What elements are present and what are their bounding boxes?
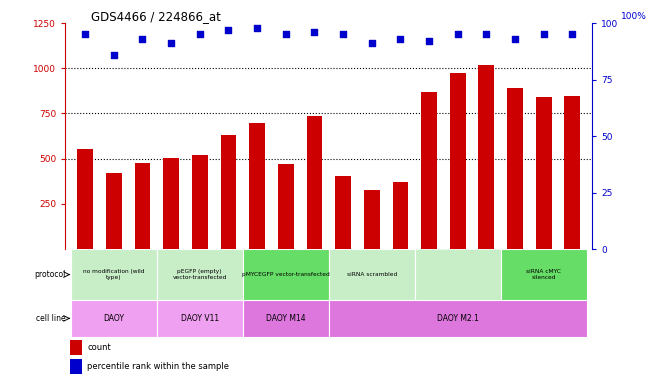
- Bar: [278, 164, 294, 249]
- Point: [80, 31, 90, 37]
- Text: pEGFP (empty)
vector-transfected: pEGFP (empty) vector-transfected: [173, 269, 227, 280]
- Point: [338, 31, 348, 37]
- Point: [538, 31, 549, 37]
- Bar: [307, 116, 322, 249]
- Point: [109, 51, 119, 58]
- Text: DAOY M14: DAOY M14: [266, 314, 305, 323]
- Point: [166, 40, 176, 46]
- Bar: [335, 176, 351, 249]
- Bar: [421, 92, 437, 249]
- Point: [137, 36, 148, 42]
- Bar: [70, 339, 82, 354]
- Point: [252, 25, 262, 31]
- Text: protocol: protocol: [35, 270, 66, 279]
- Bar: [329, 249, 415, 300]
- Text: DAOY: DAOY: [104, 314, 124, 323]
- Bar: [478, 65, 494, 249]
- Bar: [192, 155, 208, 249]
- Bar: [507, 88, 523, 249]
- Text: no modification (wild
type): no modification (wild type): [83, 269, 145, 280]
- Bar: [501, 249, 587, 300]
- Text: count: count: [87, 343, 111, 351]
- Bar: [157, 249, 243, 300]
- Bar: [536, 97, 551, 249]
- Text: GDS4466 / 224866_at: GDS4466 / 224866_at: [91, 10, 221, 23]
- Bar: [243, 300, 329, 337]
- Text: 100%: 100%: [622, 12, 647, 21]
- Text: DAOY V11: DAOY V11: [181, 314, 219, 323]
- Bar: [157, 300, 243, 337]
- Point: [195, 31, 205, 37]
- Bar: [221, 135, 236, 249]
- Bar: [106, 173, 122, 249]
- Bar: [70, 359, 82, 374]
- Bar: [243, 249, 329, 300]
- Bar: [329, 300, 587, 337]
- Point: [395, 36, 406, 42]
- Point: [424, 38, 434, 44]
- Bar: [364, 190, 380, 249]
- Bar: [393, 182, 408, 249]
- Bar: [77, 149, 93, 249]
- Text: percentile rank within the sample: percentile rank within the sample: [87, 362, 229, 371]
- Text: DAOY M2.1: DAOY M2.1: [437, 314, 478, 323]
- Point: [567, 31, 577, 37]
- Text: cell line: cell line: [36, 314, 66, 323]
- Bar: [71, 300, 157, 337]
- Bar: [564, 96, 580, 249]
- Point: [481, 31, 492, 37]
- Bar: [163, 158, 179, 249]
- Bar: [450, 73, 465, 249]
- Bar: [135, 163, 150, 249]
- Text: pMYCEGFP vector-transfected: pMYCEGFP vector-transfected: [242, 272, 329, 277]
- Text: siRNA scrambled: siRNA scrambled: [346, 272, 397, 277]
- Point: [281, 31, 291, 37]
- Bar: [249, 122, 265, 249]
- Point: [510, 36, 520, 42]
- Point: [452, 31, 463, 37]
- Bar: [71, 249, 157, 300]
- Point: [367, 40, 377, 46]
- Point: [309, 29, 320, 35]
- Text: siRNA cMYC
silenced: siRNA cMYC silenced: [526, 269, 561, 280]
- Point: [223, 27, 234, 33]
